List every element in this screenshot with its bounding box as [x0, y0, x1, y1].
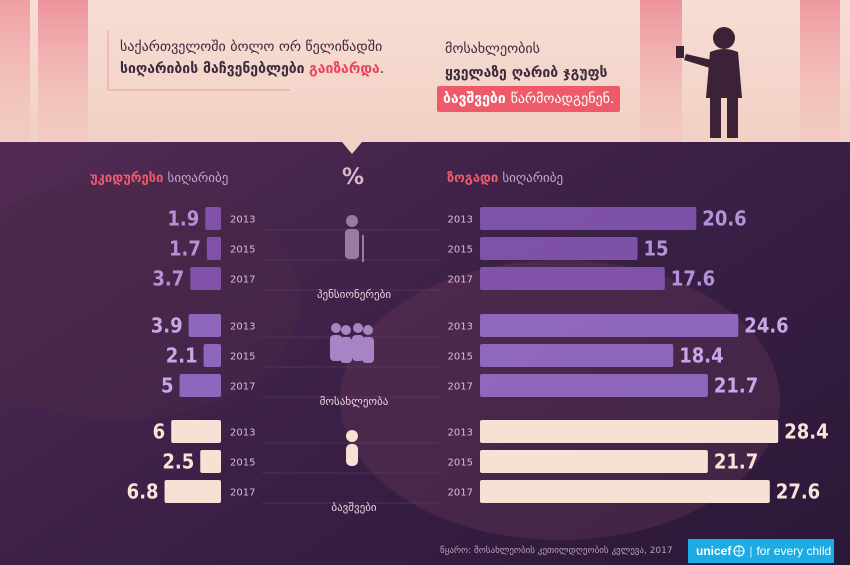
general-bar-population-2013 [480, 314, 739, 337]
headline-right-pill: ბავშვები წარმოადგენენ. [437, 86, 621, 112]
year-right-population-2013: 2013 [448, 322, 473, 333]
population-group-icon-head-1 [341, 325, 351, 335]
year-right-population-2015: 2015 [448, 352, 473, 363]
year-left-population-2013: 2013 [230, 322, 255, 333]
headline-right-rest: წარმოადგენენ. [510, 91, 615, 107]
year-left-population-2017: 2017 [230, 382, 255, 393]
extreme-value-population-2013: 3.9 [151, 314, 183, 338]
general-value-children-2013: 28.4 [784, 420, 828, 444]
general-bar-children-2013 [480, 420, 779, 443]
elderly-person-icon [346, 215, 358, 227]
population-group-icon-body-1 [340, 337, 352, 363]
population-group-icon-head-0 [331, 323, 341, 333]
population-group-icon-body-2 [352, 335, 364, 361]
year-right-children-2017: 2017 [448, 488, 473, 499]
extreme-value-children-2015: 2.5 [162, 450, 194, 474]
headline-right-children: ბავშვები [443, 91, 506, 107]
year-left-children-2013: 2013 [230, 428, 255, 439]
population-group-icon-head-3 [363, 325, 373, 335]
year-left-pensioners-2015: 2015 [230, 245, 255, 256]
year-right-children-2013: 2013 [448, 428, 473, 439]
headline-left-line1: საქართველოში ბოლო ორ წელიწადში [120, 39, 383, 55]
population-group-icon-body-0 [330, 335, 342, 361]
year-right-children-2015: 2015 [448, 458, 473, 469]
year-left-children-2017: 2017 [230, 488, 255, 499]
year-left-children-2015: 2015 [230, 458, 255, 469]
general-bar-pensioners-2015 [480, 237, 638, 260]
extreme-bar-pensioners-2013 [205, 207, 221, 230]
general-bar-pensioners-2013 [480, 207, 697, 230]
general-bar-population-2015 [480, 344, 674, 367]
extreme-poverty-heading-rest: სიღარიბე [167, 171, 229, 186]
general-poverty-heading-highlight: ზოგადი [447, 171, 499, 186]
headline-left-period: . [379, 61, 385, 77]
headline-right-line1: მოსახლეობის [445, 41, 540, 57]
general-bar-population-2017 [480, 374, 708, 397]
headline-left-line2: სიღარიბის მაჩვენებლები გაიზარდა. [120, 58, 384, 80]
group-label-pensioners: პენსიონერები [317, 288, 391, 301]
extreme-bar-children-2017 [164, 480, 221, 503]
person-with-cup-icon [676, 27, 742, 138]
source-note: წყარო: მოსახლეობის კეთილდღეობის კვლევა, … [440, 546, 673, 556]
unicef-globe-icon [733, 545, 745, 557]
general-value-pensioners-2013: 20.6 [702, 207, 746, 231]
general-poverty-heading-rest: სიღარიბე [502, 171, 564, 186]
extreme-value-pensioners-2017: 3.7 [152, 267, 184, 291]
year-right-pensioners-2013: 2013 [448, 215, 473, 226]
percent-sign: % [342, 165, 365, 190]
extreme-value-children-2017: 6.8 [127, 480, 159, 504]
year-right-population-2017: 2017 [448, 382, 473, 393]
general-value-pensioners-2017: 17.6 [671, 267, 715, 291]
general-poverty-heading: ზოგადი სიღარიბე [447, 171, 563, 186]
unicef-tagline: for every child [756, 544, 832, 558]
extreme-bar-population-2013 [188, 314, 221, 337]
extreme-bar-children-2013 [171, 420, 221, 443]
extreme-bar-pensioners-2017 [190, 267, 221, 290]
population-group-icon-head-2 [353, 323, 363, 333]
headline-right-line2: ყველაზე ღარიბ ჯგუფს [445, 65, 608, 81]
year-right-pensioners-2015: 2015 [448, 245, 473, 256]
general-value-children-2015: 21.7 [714, 450, 758, 474]
general-value-population-2015: 18.4 [679, 344, 723, 368]
headline-left-bold: სიღარიბის მაჩვენებლები [120, 61, 305, 77]
extreme-bar-children-2015 [200, 450, 221, 473]
extreme-value-children-2013: 6 [153, 420, 166, 444]
general-value-pensioners-2015: 15 [644, 237, 669, 261]
headline-left-highlight: გაიზარდა [309, 61, 380, 77]
elderly-person-icon-body [345, 229, 359, 259]
extreme-value-pensioners-2013: 1.9 [167, 207, 199, 231]
year-right-pensioners-2017: 2017 [448, 275, 473, 286]
general-value-children-2017: 27.6 [776, 480, 820, 504]
general-value-population-2013: 24.6 [744, 314, 788, 338]
child-icon [346, 430, 358, 442]
year-left-pensioners-2013: 2013 [230, 215, 255, 226]
extreme-value-population-2015: 2.1 [166, 344, 198, 368]
extreme-poverty-heading: უკიდურესი სიღარიბე [90, 171, 228, 186]
year-left-pensioners-2017: 2017 [230, 275, 255, 286]
group-label-population: მოსახლეობა [320, 395, 389, 408]
general-bar-children-2017 [480, 480, 770, 503]
unicef-brand: unicef [696, 544, 732, 558]
population-group-icon-body-3 [362, 337, 374, 363]
unicef-logo: unicef | for every child [688, 539, 834, 563]
general-value-population-2017: 21.7 [714, 374, 758, 398]
child-icon-body [346, 444, 358, 466]
extreme-bar-population-2017 [179, 374, 221, 397]
group-label-children: ბავშვები [331, 501, 377, 514]
extreme-bar-pensioners-2015 [206, 237, 221, 260]
year-left-population-2015: 2015 [230, 352, 255, 363]
extreme-poverty-heading-highlight: უკიდურესი [90, 171, 164, 186]
general-bar-children-2015 [480, 450, 708, 473]
extreme-bar-population-2015 [203, 344, 221, 367]
general-bar-pensioners-2017 [480, 267, 665, 290]
extreme-value-pensioners-2015: 1.7 [169, 237, 201, 261]
extreme-value-population-2017: 5 [161, 374, 174, 398]
